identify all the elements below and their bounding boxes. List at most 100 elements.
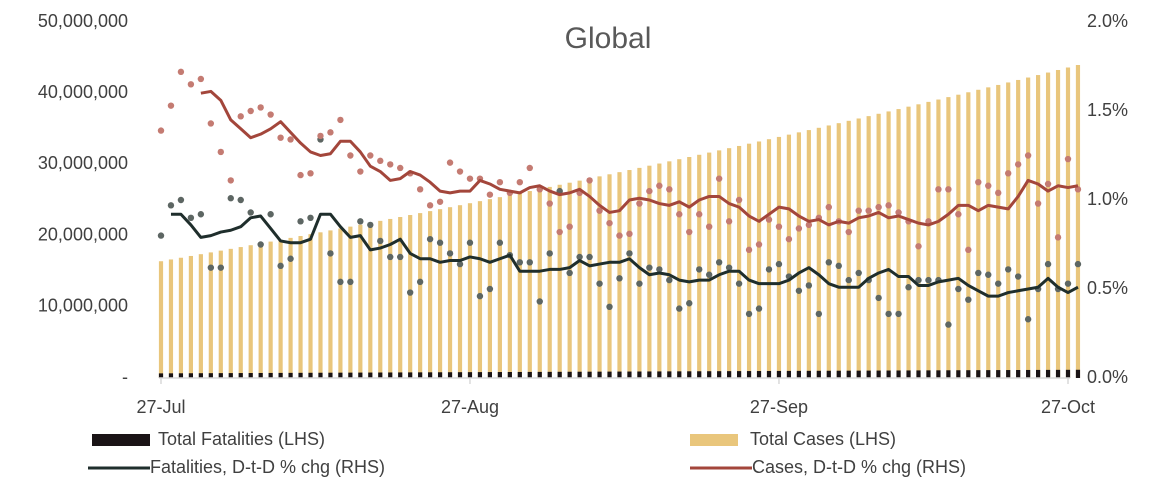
data-point	[955, 211, 962, 218]
bar	[736, 145, 742, 378]
bar	[168, 259, 174, 378]
bar	[816, 370, 821, 378]
data-point	[745, 310, 753, 318]
bar	[746, 143, 752, 378]
data-point	[466, 239, 474, 246]
bar	[537, 188, 542, 378]
data-point	[1034, 200, 1042, 207]
bar	[637, 167, 642, 378]
data-point	[825, 203, 832, 211]
bar	[1055, 369, 1061, 378]
bar	[308, 234, 313, 378]
data-point	[596, 280, 603, 287]
data-point	[237, 113, 244, 120]
data-point	[696, 211, 703, 218]
data-point	[177, 196, 185, 204]
bar	[428, 211, 433, 378]
data-point	[995, 189, 1002, 197]
data-point	[775, 223, 783, 230]
bar	[756, 141, 762, 378]
bar	[198, 254, 203, 378]
bar	[288, 372, 293, 378]
data-point	[755, 305, 763, 312]
bar	[627, 371, 632, 378]
bar	[268, 241, 273, 378]
bar	[956, 370, 961, 378]
bar	[447, 372, 453, 378]
x-tick-label: 27-Jul	[136, 397, 185, 417]
data-point	[586, 177, 593, 184]
bar	[1065, 369, 1071, 378]
bar	[1065, 67, 1071, 379]
data-point	[436, 239, 444, 246]
data-point	[466, 175, 474, 182]
data-point	[705, 223, 713, 230]
data-point	[1024, 316, 1032, 323]
data-point	[367, 152, 374, 159]
bar	[916, 370, 921, 378]
data-point	[875, 203, 882, 211]
data-point	[1004, 170, 1012, 177]
bar	[796, 370, 801, 378]
data-point	[855, 207, 862, 214]
data-point	[426, 202, 434, 209]
bar	[836, 370, 841, 378]
data-point	[387, 253, 394, 261]
bar	[896, 370, 901, 378]
data-point	[1004, 266, 1012, 273]
y-tick-label: 10,000,000	[38, 296, 128, 316]
bar	[976, 89, 981, 378]
bar	[248, 373, 253, 378]
bar	[318, 232, 323, 378]
bar	[378, 220, 383, 378]
data-point	[397, 164, 404, 172]
data-point	[626, 250, 633, 257]
bar	[786, 134, 792, 378]
data-point	[157, 127, 165, 134]
data-point	[227, 177, 234, 184]
bar	[667, 161, 672, 378]
data-point	[725, 264, 733, 271]
bar	[956, 94, 961, 379]
bar	[1026, 77, 1031, 378]
line	[170, 212, 1079, 298]
data-point	[586, 253, 593, 261]
data-point	[945, 186, 952, 193]
bar	[278, 372, 283, 378]
bar	[946, 97, 951, 378]
data-point	[267, 111, 274, 118]
bar	[776, 136, 782, 378]
data-point	[666, 186, 673, 193]
bar	[358, 224, 363, 378]
bar	[288, 237, 293, 378]
bar	[517, 193, 522, 378]
legend-swatch	[92, 434, 150, 446]
data-point	[835, 262, 842, 270]
bar	[228, 373, 233, 378]
bar	[607, 371, 612, 378]
data-point	[546, 250, 553, 257]
y2-tick-label: 0.5%	[1087, 278, 1128, 298]
data-point	[446, 250, 454, 257]
bar	[647, 165, 652, 378]
bar	[338, 228, 343, 378]
bar	[447, 207, 453, 378]
y-tick-label: 30,000,000	[38, 153, 128, 173]
data-point	[1014, 161, 1022, 168]
y2-tick-label: 0.0%	[1087, 367, 1128, 387]
data-point	[885, 202, 892, 209]
bar	[188, 373, 193, 378]
bar	[198, 373, 203, 378]
bar	[218, 250, 223, 378]
bar	[368, 222, 373, 378]
bar	[966, 92, 971, 378]
bar	[467, 372, 473, 378]
bar	[577, 180, 582, 378]
data-point	[626, 230, 633, 238]
data-point	[267, 211, 274, 218]
data-point	[207, 264, 215, 271]
data-point	[546, 200, 553, 207]
data-point	[357, 168, 364, 175]
bar	[657, 371, 662, 378]
data-point	[257, 104, 264, 111]
